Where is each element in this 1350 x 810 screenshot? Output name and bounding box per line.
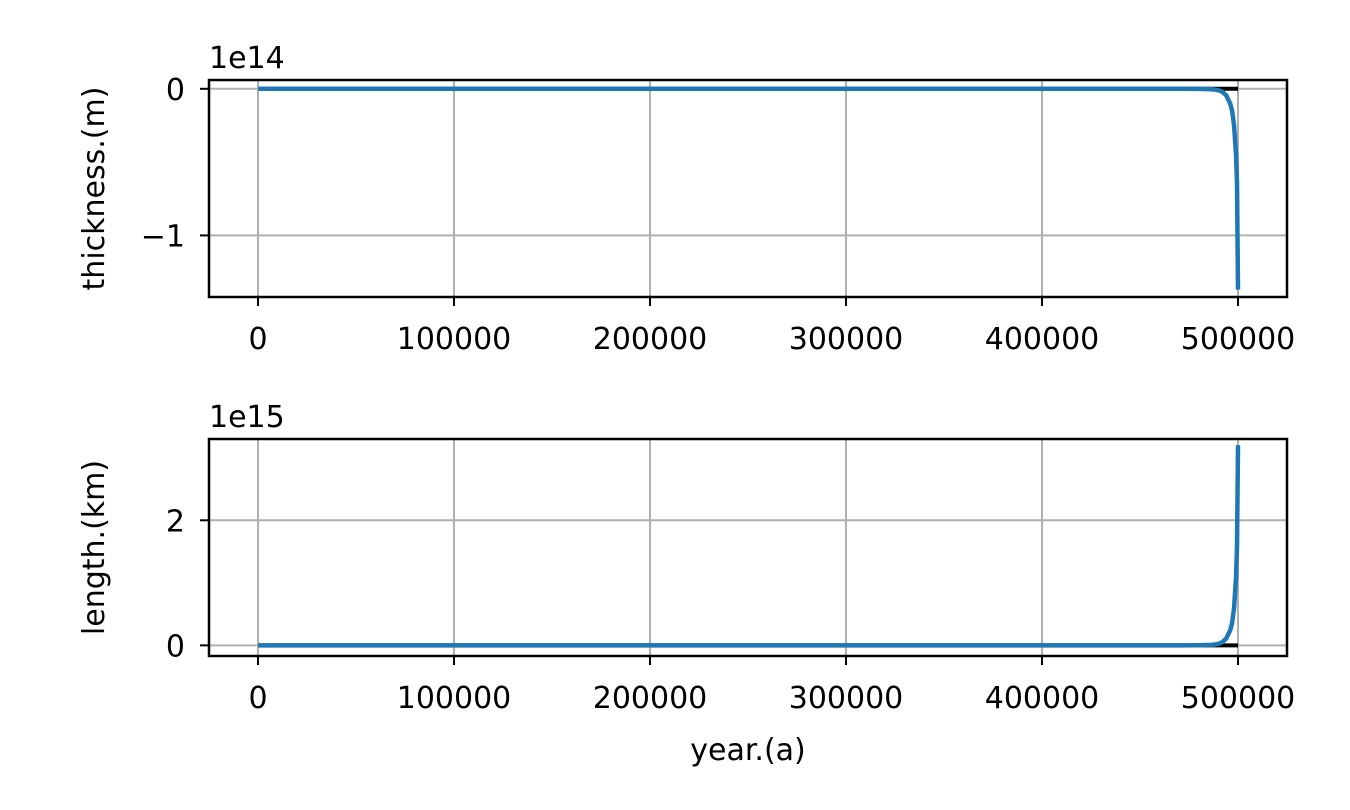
axes-frame — [207, 78, 1289, 299]
x-tick-label: 300000 — [789, 681, 904, 716]
y-offset-text: 1e15 — [209, 400, 285, 435]
axes-frame — [207, 437, 1289, 658]
x-tick-label: 400000 — [985, 681, 1100, 716]
y-axis-label: length.(km) — [77, 460, 112, 635]
series-line-2 — [258, 86, 1241, 290]
x-axis-label: year.(a) — [690, 733, 806, 768]
y-axis-label: thickness.(m) — [77, 87, 112, 291]
y-tick-label: 0 — [166, 73, 185, 108]
x-tick-label: 500000 — [1181, 681, 1296, 716]
x-tick-label: 200000 — [593, 681, 708, 716]
y-tick-label: 0 — [166, 629, 185, 664]
x-tick-label: 400000 — [985, 322, 1100, 357]
y-tick-label: 2 — [166, 504, 185, 539]
x-tick-label: 500000 — [1181, 322, 1296, 357]
x-tick-label: 100000 — [397, 322, 512, 357]
x-tick-label: 100000 — [397, 681, 512, 716]
x-tick-label: 200000 — [593, 322, 708, 357]
y-offset-text: 1e14 — [209, 41, 285, 76]
y-tick-label: −1 — [141, 219, 185, 254]
subplot-2: 0 100000 200000 300000 400000 500000 0 2 1e15 len… — [77, 400, 1295, 768]
x-tick-label: 300000 — [789, 322, 904, 357]
series-line-2 — [258, 445, 1241, 648]
x-tick-label: 0 — [248, 681, 267, 716]
subplot-1: 0 100000 200000 300000 400000 500000 0 −1 1e14 th… — [77, 41, 1295, 357]
x-tick-label: 0 — [248, 322, 267, 357]
